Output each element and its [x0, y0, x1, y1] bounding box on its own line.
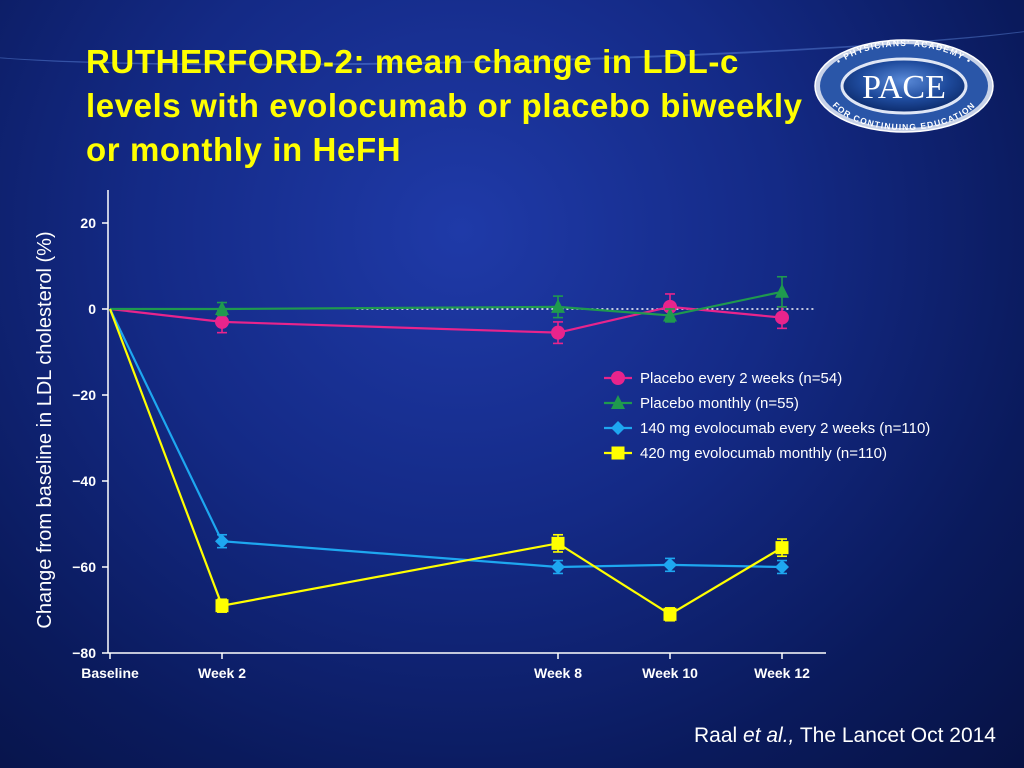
citation-etal: et al.,	[743, 724, 795, 747]
citation-author: Raal	[693, 724, 738, 747]
data-point-square	[663, 607, 677, 621]
x-tick-label: Baseline	[81, 665, 139, 681]
y-tick-label: 20	[80, 215, 96, 231]
series-diamond	[109, 308, 789, 575]
data-point-circle	[551, 325, 565, 340]
series-line	[110, 290, 783, 317]
legend-label: Placebo every 2 weeks (n=54)	[640, 370, 842, 387]
data-point-circle	[663, 299, 677, 314]
data-point-triangle	[215, 301, 229, 315]
data-point-circle	[611, 371, 625, 385]
data-point-diamond	[611, 421, 625, 435]
series-circle	[109, 293, 789, 345]
data-point-square	[551, 536, 565, 550]
legend-label: 420 mg evolocumab monthly (n=110)	[640, 445, 887, 462]
y-tick-label: −80	[72, 645, 96, 661]
series-square	[108, 308, 789, 622]
x-tick-label: Week 12	[754, 665, 810, 681]
data-point-circle	[215, 314, 229, 329]
data-point-square	[775, 541, 789, 555]
data-point-square	[611, 446, 625, 460]
legend-label: Placebo monthly (n=55)	[640, 395, 799, 412]
data-point-diamond	[775, 560, 789, 574]
y-tick-label: −40	[72, 473, 96, 489]
citation-source: The Lancet Oct 2014	[799, 724, 996, 747]
legend-entry: 140 mg evolocumab every 2 weeks (n=110)	[604, 420, 930, 437]
data-point-triangle	[775, 283, 789, 298]
legend-entry: Placebo monthly (n=55)	[604, 395, 799, 412]
series-triangle	[110, 275, 789, 323]
y-axis-label: Change from baseline in LDL cholesterol …	[34, 231, 56, 628]
y-tick-label: 0	[88, 301, 96, 317]
legend-entry: Placebo every 2 weeks (n=54)	[604, 370, 842, 387]
data-point-circle	[775, 310, 789, 325]
series-line	[109, 308, 783, 569]
data-point-triangle	[663, 307, 677, 322]
legend-entry: 420 mg evolocumab monthly (n=110)	[604, 445, 887, 462]
pace-logo: • PHYSICIANS' ACADEMY • FOR CONTINUING E…	[814, 38, 994, 133]
slide-title: RUTHERFORD-2: mean change in LDL-c level…	[86, 43, 803, 168]
data-point-diamond	[551, 560, 565, 574]
x-tick-label: Week 8	[534, 665, 582, 681]
data-point-triangle	[551, 298, 565, 313]
citation: Raal et al., The Lancet Oct 2014	[694, 724, 996, 748]
y-tick-label: −60	[72, 559, 96, 575]
x-tick-label: Week 10	[642, 665, 698, 681]
data-point-diamond	[215, 534, 229, 549]
logo-inner-ellipse	[840, 57, 968, 115]
data-point-triangle	[611, 395, 625, 409]
x-tick-label: Week 2	[198, 665, 246, 681]
data-point-square	[215, 599, 229, 613]
logo-wordmark: PACE	[862, 69, 946, 106]
legend-label: 140 mg evolocumab every 2 weeks (n=110)	[640, 420, 930, 437]
y-tick-label: −20	[72, 387, 96, 403]
data-point-diamond	[663, 557, 677, 572]
series-line	[109, 305, 783, 334]
